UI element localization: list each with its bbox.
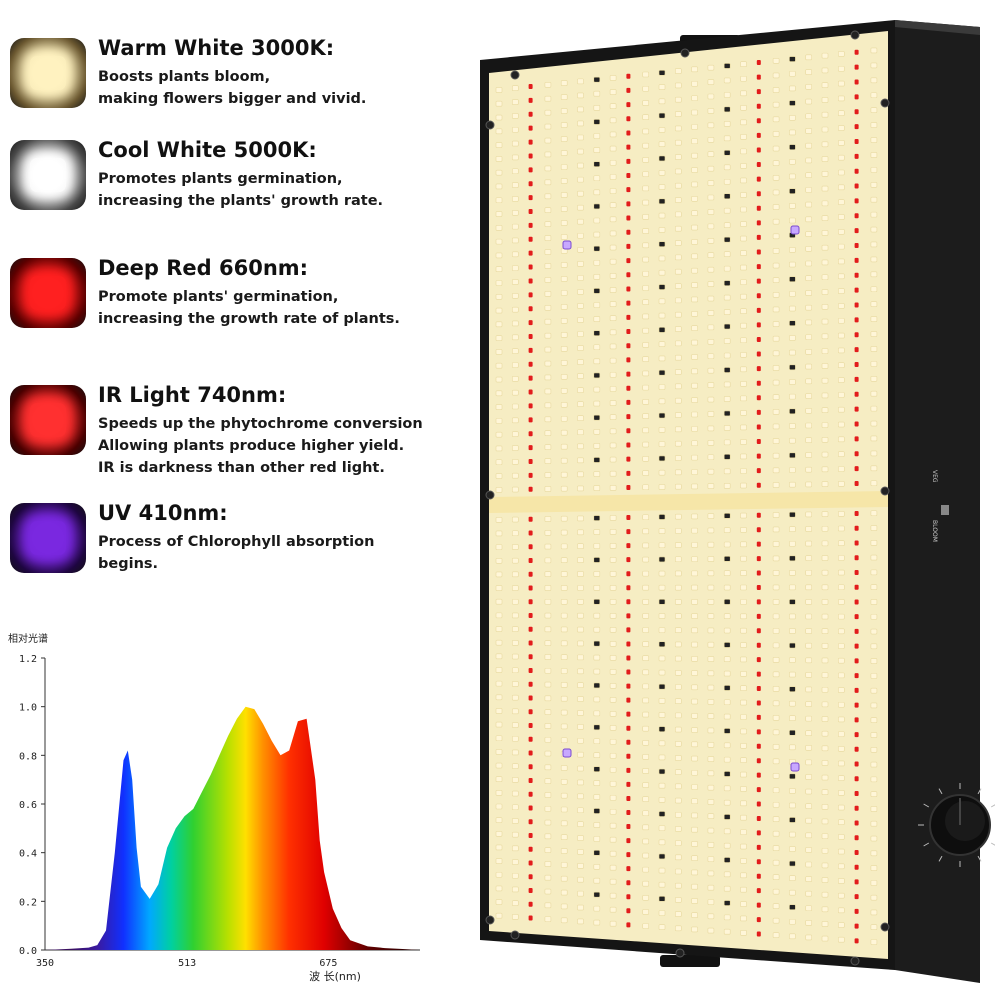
legend-description-line: Allowing plants produce higher yield. bbox=[98, 438, 405, 454]
mount-tab bbox=[660, 955, 720, 967]
legend-title: IR Light 740nm: bbox=[98, 383, 287, 407]
legend-description-line: increasing the plants' growth rate. bbox=[98, 193, 384, 209]
screw bbox=[510, 930, 520, 940]
uv-led bbox=[562, 240, 572, 250]
legend-title: Deep Red 660nm: bbox=[98, 256, 309, 280]
ir-led-icon bbox=[10, 385, 86, 455]
legend-description-line: begins. bbox=[98, 556, 159, 572]
screw bbox=[880, 98, 890, 108]
uv-led bbox=[790, 225, 800, 235]
chart-title: 相对光谱 bbox=[8, 632, 48, 645]
y-tick-label: 0.4 bbox=[19, 849, 37, 860]
uv-led bbox=[790, 762, 800, 772]
screw bbox=[485, 120, 495, 130]
legend-description: Process of Chlorophyll absorption begins. bbox=[98, 531, 374, 575]
legend-description-line: Promotes plants germination, bbox=[98, 171, 343, 187]
board-seam bbox=[489, 491, 888, 513]
legend-description-line: Speeds up the phytochrome conversion bbox=[98, 416, 423, 432]
legend-description-line: increasing the growth rate of plants. bbox=[98, 311, 400, 327]
legend-description-line: IR is darkness than other red light. bbox=[98, 460, 385, 476]
legend-description-line: Promote plants' germination, bbox=[98, 289, 339, 305]
x-tick-label: 350 bbox=[36, 958, 54, 969]
legend-description: Promote plants' germination, increasing t… bbox=[98, 286, 400, 330]
legend-description-line: Boosts plants bloom, bbox=[98, 69, 271, 85]
legend-title: UV 410nm: bbox=[98, 501, 228, 525]
legend-title: Warm White 3000K: bbox=[98, 36, 335, 60]
x-tick-label: 675 bbox=[319, 958, 337, 969]
switch-label-veg: VEG bbox=[931, 470, 938, 483]
panel-side-housing bbox=[895, 20, 980, 983]
y-tick-label: 0.0 bbox=[19, 946, 37, 957]
uv-led-icon bbox=[10, 503, 86, 573]
warm-white-led-icon bbox=[10, 38, 86, 108]
legend-item: IR Light 740nm: Speeds up the phytochrome… bbox=[10, 383, 470, 476]
screw bbox=[485, 490, 495, 500]
legend-item: Deep Red 660nm: Promote plants' germinati… bbox=[10, 256, 470, 348]
legend-item: Cool White 5000K: Promotes plants germina… bbox=[10, 138, 470, 230]
y-tick-label: 0.2 bbox=[19, 897, 37, 908]
x-tick-label: 513 bbox=[178, 958, 196, 969]
screw bbox=[680, 48, 690, 58]
led-array bbox=[489, 47, 888, 945]
screw bbox=[880, 922, 890, 932]
screw bbox=[675, 948, 685, 958]
cool-white-led-icon bbox=[10, 140, 86, 210]
grow-light-panel: VEG BLOOM bbox=[480, 20, 995, 983]
legend-item: UV 410nm: Process of Chlorophyll absorpti… bbox=[10, 501, 470, 593]
screw bbox=[485, 915, 495, 925]
legend-description: Speeds up the phytochrome conversion Allo… bbox=[98, 413, 423, 479]
legend-title: Cool White 5000K: bbox=[98, 138, 317, 162]
veg-bloom-switch[interactable] bbox=[941, 505, 949, 515]
screw bbox=[880, 486, 890, 496]
legend-description: Promotes plants germination, increasing t… bbox=[98, 168, 383, 212]
uv-led bbox=[562, 748, 572, 758]
spectrum-area bbox=[45, 706, 420, 950]
screw bbox=[850, 956, 860, 966]
y-tick-label: 0.6 bbox=[19, 800, 37, 811]
y-tick-label: 1.2 bbox=[19, 654, 37, 665]
legend-description-line: Process of Chlorophyll absorption bbox=[98, 534, 375, 550]
legend-item: Warm White 3000K: Boosts plants bloom, mak… bbox=[10, 36, 470, 128]
deep-red-led-icon bbox=[10, 258, 86, 328]
legend-description: Boosts plants bloom, making flowers bigge… bbox=[98, 66, 366, 110]
legend-description-line: making flowers bigger and vivid. bbox=[98, 91, 367, 107]
screw bbox=[850, 30, 860, 40]
screw bbox=[510, 70, 520, 80]
y-tick-label: 0.8 bbox=[19, 751, 37, 762]
dimmer-knob[interactable] bbox=[918, 783, 995, 867]
x-axis-label: 波 长(nm) bbox=[309, 970, 361, 983]
switch-label-bloom: BLOOM bbox=[931, 520, 938, 542]
y-tick-label: 1.0 bbox=[19, 703, 37, 714]
